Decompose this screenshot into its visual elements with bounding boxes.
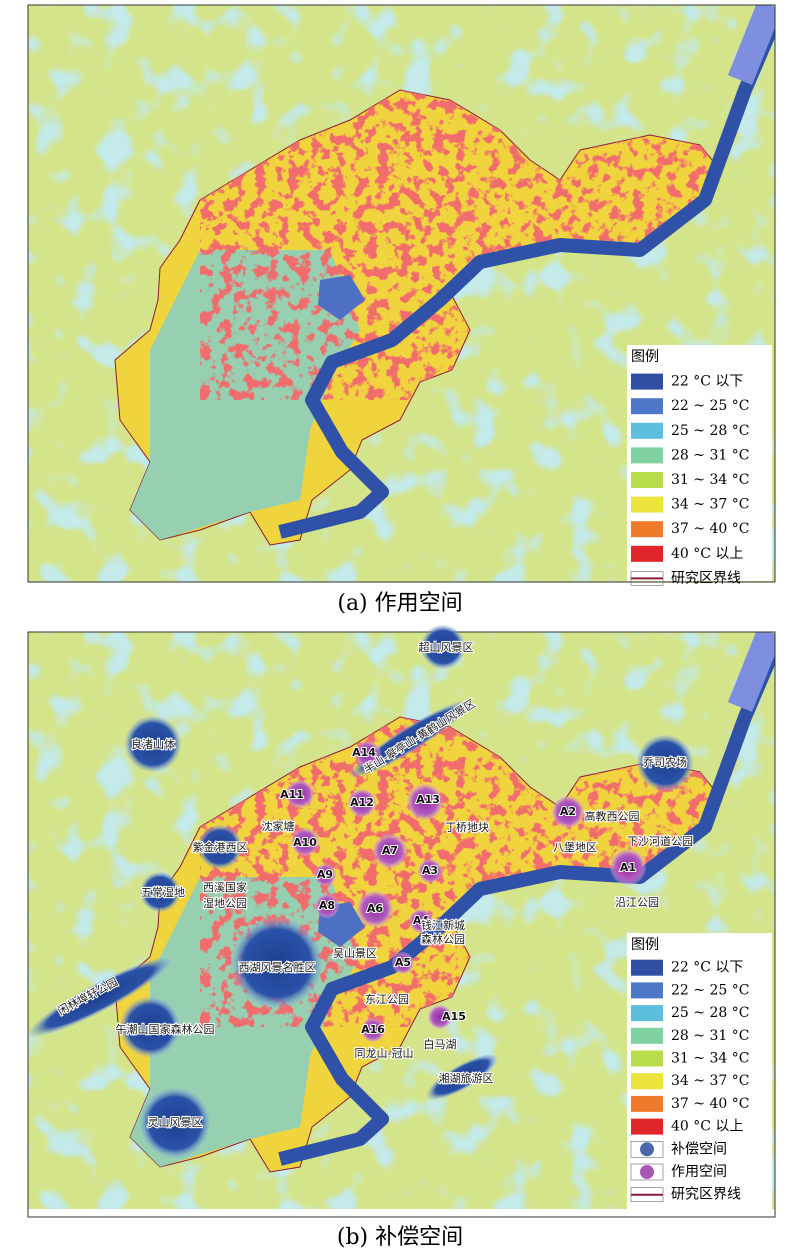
place-label: A12 — [350, 796, 374, 809]
legend-swatch — [631, 1073, 663, 1090]
place-label: A1 — [620, 861, 636, 874]
caption-b: (b) 补偿空间 — [337, 1225, 463, 1250]
legend-label: 25 ~ 28 °C — [671, 1005, 749, 1021]
place-label: A3 — [422, 864, 438, 877]
place-label: A11 — [280, 788, 304, 801]
place-label: A2 — [560, 805, 576, 818]
legend-label: 31 ~ 34 °C — [671, 1051, 749, 1067]
action-zones — [286, 741, 646, 1042]
frame-a — [27, 4, 776, 583]
legend-label: 研究区界线 — [671, 570, 741, 586]
place-label: 午潮山国家森林公园 — [116, 1022, 215, 1036]
legend-label: 28 ~ 31 °C — [671, 1028, 749, 1044]
legend-label: 31 ~ 34 °C — [671, 472, 749, 488]
place-label: 紫金港西区 — [193, 840, 248, 854]
place-label: 白马湖 — [424, 1037, 457, 1051]
legend-swatch — [631, 398, 663, 415]
legend-swatch — [631, 959, 663, 976]
place-label: 东江公园 — [365, 993, 409, 1006]
map-b: 超山风景区 半山-皋亭山-黄鹤山风景区 良渚山体 乔司农场 A14 A11 A1… — [27, 625, 776, 1218]
place-label: 沿江公园 — [615, 896, 659, 909]
legend-label: 22 ~ 25 °C — [671, 398, 749, 414]
place-label: 西溪国家 — [203, 880, 247, 894]
legend-swatch — [631, 1095, 663, 1112]
place-label: 下沙河道公园 — [627, 834, 693, 848]
place-label: 湘湖旅游区 — [439, 1071, 494, 1085]
legend-label: 22 °C 以下 — [671, 374, 743, 390]
legend-swatch — [631, 1118, 663, 1135]
compensation-zones — [29, 625, 693, 1158]
legend-label: 34 ~ 37 °C — [671, 1073, 749, 1089]
legend-title: 图例 — [631, 349, 659, 365]
legend-title: 图例 — [631, 937, 659, 953]
legend-swatch — [631, 422, 663, 439]
place-label: A9 — [317, 868, 333, 881]
place-label: 超山风景区 — [419, 640, 474, 654]
legend-swatch-frame — [630, 571, 664, 586]
legend-label: 作用空间 — [671, 1164, 727, 1180]
place-labels: 超山风景区 半山-皋亭山-黄鹤山风景区 良渚山体 乔司农场 A14 A11 A1… — [54, 639, 694, 1130]
legend-swatch — [631, 496, 663, 513]
place-label: 吴山景区 — [333, 947, 377, 960]
legend-swatch — [631, 1027, 663, 1044]
legend-swatch — [631, 472, 663, 488]
legend-label: 25 ~ 28 °C — [671, 423, 749, 439]
legend-label: 34 ~ 37 °C — [671, 497, 749, 513]
legend-swatch — [631, 521, 663, 538]
place-label: 钱江新城 — [421, 918, 465, 932]
legend: 图例 22 °C 以下 22 ~ 25 °C 25 ~ 28 °C 28 ~ 31 °C… — [627, 933, 772, 1216]
legend-label: 22 ~ 25 °C — [671, 982, 749, 998]
legends: 图例 22 °C 以下 22 ~ 25 °C 25 ~ 28 °C 28 ~ 31 °C… — [627, 345, 772, 1216]
legend-label: 22 °C 以下 — [671, 960, 743, 976]
place-label: A4 — [413, 914, 430, 927]
place-label: 西湖风景名胜区 — [239, 960, 316, 974]
place-label: 丁桥地块 — [445, 821, 489, 834]
place-label: A13 — [416, 793, 440, 806]
place-label: 同龙山-冠山 — [355, 1047, 414, 1060]
place-label: 沈家塘 — [262, 819, 295, 833]
place-label: 八堡地区 — [553, 840, 597, 854]
place-label: A6 — [367, 902, 384, 915]
legend-label: 研究区界线 — [671, 1187, 741, 1203]
place-label: 灵山风景区 — [148, 1116, 203, 1129]
place-label: A10 — [293, 836, 317, 849]
legend-swatch — [631, 1005, 663, 1022]
place-label: A7 — [382, 844, 398, 857]
legend-swatch — [631, 373, 663, 390]
place-label: 良渚山体 — [131, 737, 175, 751]
place-label: A16 — [361, 1023, 385, 1036]
legend-label: 补偿空间 — [671, 1141, 727, 1157]
legend-swatch — [631, 982, 663, 999]
legend: 图例 22 °C 以下 22 ~ 25 °C 25 ~ 28 °C 28 ~ 31 °C… — [627, 345, 772, 586]
place-label: 森林公园 — [421, 932, 465, 946]
place-label: A14 — [352, 746, 376, 759]
place-label: A15 — [442, 1010, 466, 1023]
place-label: A8 — [319, 899, 335, 912]
legend-label: 37 ~ 40 °C — [671, 521, 749, 537]
legend-label: 28 ~ 31 °C — [671, 447, 749, 463]
legend-dot — [640, 1165, 654, 1179]
legend-swatch-frame — [630, 1187, 664, 1202]
caption-a: (a) 作用空间 — [337, 591, 462, 616]
place-label: 乔司农场 — [643, 755, 687, 769]
place-label: A5 — [395, 956, 411, 969]
legend-label: 40 °C 以上 — [671, 546, 743, 562]
place-label: 湿地公园 — [203, 897, 247, 910]
legend-swatch — [631, 1050, 663, 1067]
legend-label: 40 °C 以上 — [671, 1119, 743, 1135]
place-label: 五常湿地 — [141, 886, 185, 899]
legend-swatch — [631, 447, 663, 464]
legend-swatch — [631, 545, 663, 562]
place-label: 高教西公园 — [585, 809, 640, 823]
legend-label: 37 ~ 40 °C — [671, 1096, 749, 1112]
legend-dot — [640, 1142, 654, 1157]
